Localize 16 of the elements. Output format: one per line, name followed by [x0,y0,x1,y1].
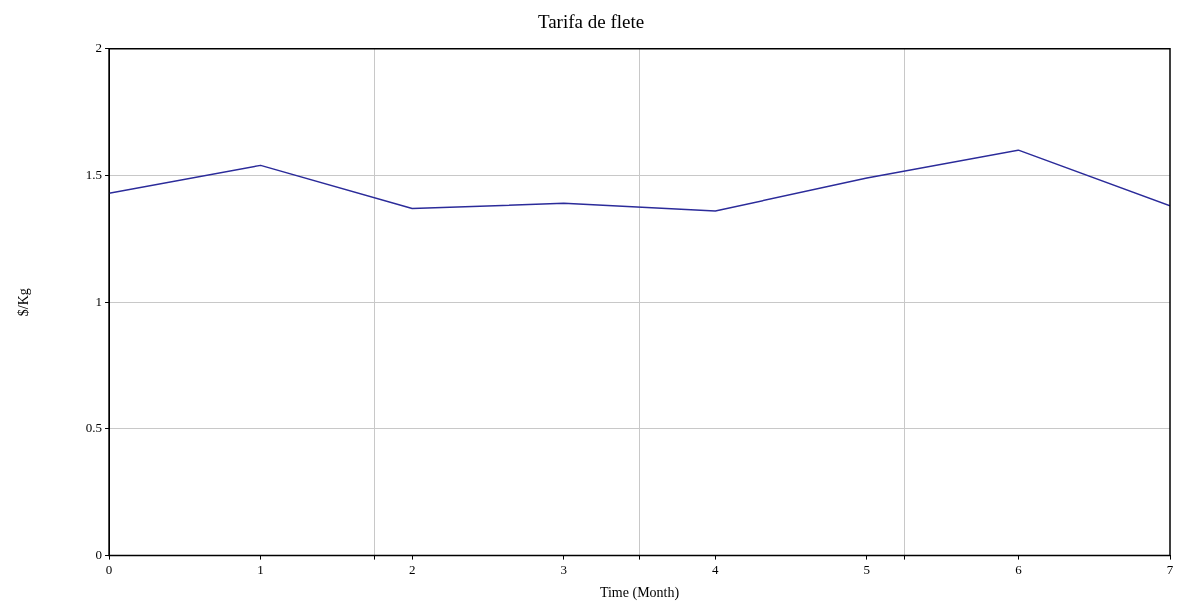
x-tick-label: 5 [863,561,871,577]
x-tick-label: 0 [105,561,113,577]
y-tick-label: 2 [95,40,103,56]
y-tick-label: 0.5 [85,420,103,436]
x-tick-label: 6 [1015,561,1023,577]
y-tick-label: 1 [95,293,103,309]
x-axis-title: Time (Month) [599,585,680,602]
x-tick-label: 1 [257,561,264,577]
y-axis-title: $/Kg [16,288,32,317]
x-tick-label: 4 [712,561,720,577]
y-tick-label: 1.5 [85,166,103,182]
x-tick-label: 3 [560,561,567,577]
x-tick-label: 2 [408,561,416,577]
y-tick-label: 0 [95,547,103,563]
chart-title: Tarifa de flete [537,11,645,33]
x-tick-label: 7 [1166,561,1174,577]
